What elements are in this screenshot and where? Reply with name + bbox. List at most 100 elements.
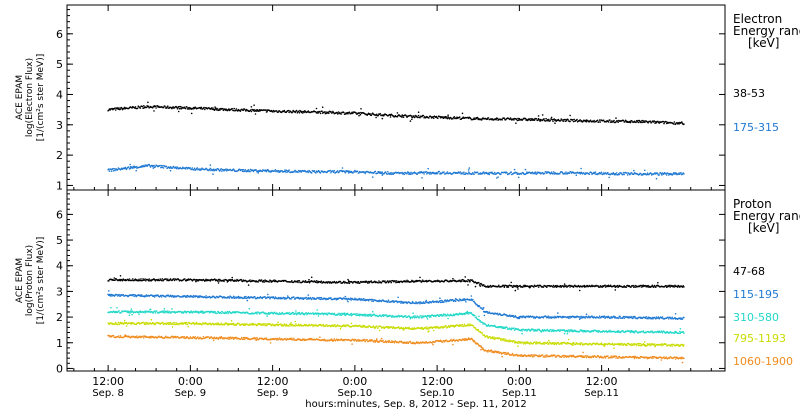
data-point: [138, 278, 140, 281]
data-point: [285, 169, 288, 172]
data-point: [233, 107, 235, 110]
data-point: [576, 118, 578, 121]
y-tick-label: 6: [56, 28, 63, 41]
data-point: [544, 120, 547, 122]
data-point: [467, 169, 470, 171]
data-point: [362, 299, 364, 302]
data-point: [515, 171, 518, 174]
data-point: [275, 110, 278, 112]
data-point: [184, 107, 187, 110]
data-point: [284, 325, 287, 327]
data-point: [524, 117, 527, 120]
data-point: [587, 316, 589, 319]
data-point: [197, 310, 199, 313]
data-point: [404, 314, 407, 317]
data-point: [683, 286, 685, 288]
data-point: [294, 325, 297, 327]
data-point: [127, 279, 130, 282]
data-point: [380, 282, 383, 284]
legend-title: Energy range: [733, 209, 800, 223]
data-point: [367, 280, 370, 283]
data-point: [347, 282, 349, 284]
data-point: [344, 295, 347, 298]
data-point: [598, 315, 601, 318]
data-point: [604, 284, 606, 287]
data-point: [497, 176, 499, 178]
data-point: [517, 176, 520, 179]
data-point: [618, 317, 620, 320]
data-point: [654, 122, 656, 124]
data-point: [378, 280, 380, 282]
data-point: [530, 117, 532, 120]
data-point: [469, 117, 472, 120]
data-point: [665, 120, 667, 123]
data-point: [458, 300, 460, 302]
data-point: [337, 111, 340, 113]
data-point: [516, 119, 519, 122]
data-point: [193, 107, 196, 110]
data-point: [618, 173, 621, 176]
data-point: [250, 106, 253, 108]
data-point: [564, 173, 567, 175]
y-axis-label: ACE EPAM: [15, 258, 25, 303]
data-point: [245, 295, 247, 298]
data-point: [138, 313, 140, 316]
data-point: [129, 163, 131, 166]
data-point: [569, 317, 571, 319]
data-point: [113, 168, 116, 170]
data-point: [369, 113, 371, 115]
data-point: [319, 281, 322, 284]
data-point: [249, 109, 252, 111]
data-point: [512, 314, 514, 317]
data-point: [250, 110, 253, 113]
data-point: [177, 105, 180, 108]
data-point: [253, 104, 255, 106]
data-point: [374, 280, 376, 283]
data-point: [597, 331, 599, 333]
data-point: [428, 117, 430, 119]
data-point: [241, 168, 243, 171]
data-point: [180, 107, 183, 110]
data-point: [474, 314, 476, 317]
data-point: [228, 297, 231, 299]
data-point: [506, 326, 508, 329]
data-point: [419, 280, 422, 282]
data-point: [568, 172, 571, 175]
data-point: [596, 119, 599, 122]
data-point: [205, 295, 207, 297]
data-point: [319, 111, 321, 113]
data-point: [389, 116, 392, 118]
data-point: [171, 308, 173, 310]
data-point: [521, 330, 523, 332]
data-point: [507, 286, 510, 288]
data-point: [186, 106, 188, 108]
data-point: [378, 171, 381, 173]
data-point: [305, 312, 308, 314]
data-point: [539, 171, 541, 174]
data-point: [423, 173, 425, 175]
data-point: [160, 294, 162, 297]
data-point: [180, 105, 182, 108]
data-point: [623, 317, 625, 320]
data-point: [425, 279, 428, 282]
data-point: [482, 171, 485, 173]
data-point: [232, 109, 235, 112]
data-point: [547, 119, 549, 122]
data-point: [110, 307, 112, 309]
data-point: [266, 110, 268, 113]
data-point: [668, 174, 670, 176]
data-point: [569, 286, 571, 288]
data-point: [249, 279, 251, 281]
data-point: [537, 286, 540, 288]
data-point: [350, 299, 353, 301]
data-point: [152, 312, 155, 314]
data-point: [552, 172, 554, 175]
legend-title: Proton: [733, 197, 772, 211]
data-point: [282, 296, 285, 299]
data-point: [622, 173, 624, 176]
data-point: [295, 312, 297, 314]
data-point: [554, 122, 556, 124]
data-point: [273, 170, 276, 172]
data-point: [269, 280, 272, 282]
